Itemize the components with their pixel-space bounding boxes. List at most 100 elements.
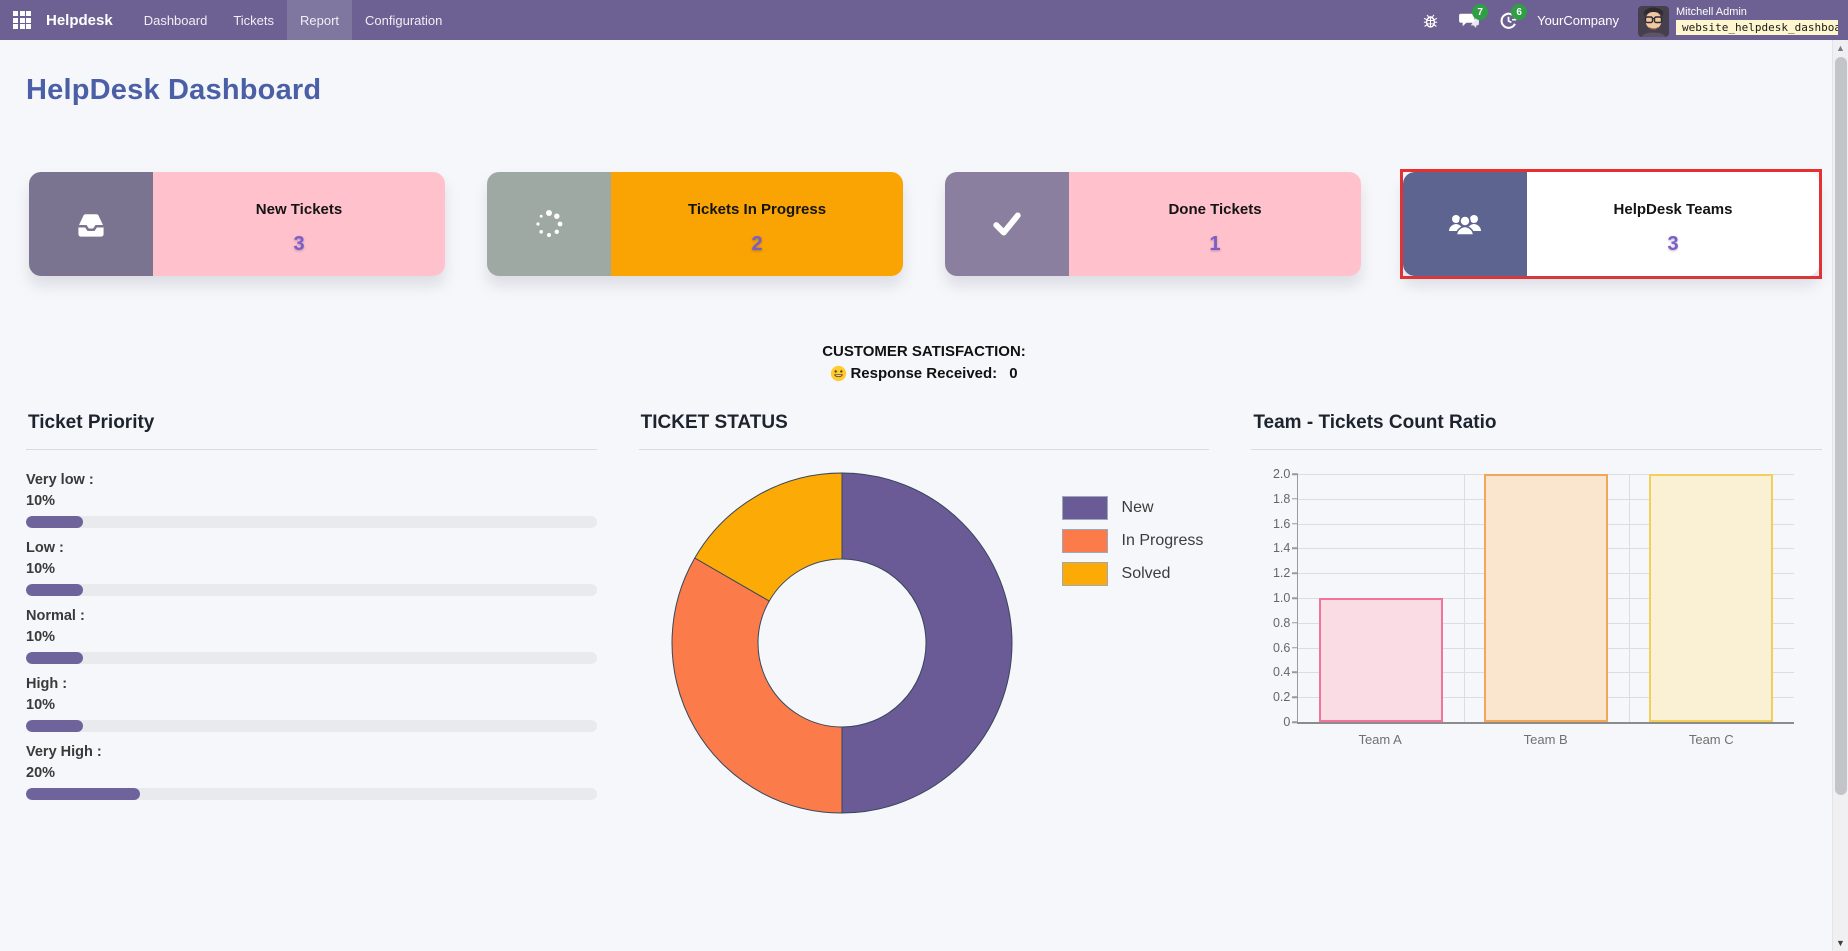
priority-row-very-low: Very low : 10%	[26, 470, 597, 528]
messages-tray-button[interactable]: 7	[1459, 4, 1489, 30]
response-received-value: 0	[1009, 365, 1018, 382]
inbox-icon	[78, 214, 104, 237]
ticket-status-section: TICKET STATUS New In Progress Solved	[638, 412, 1210, 840]
priority-label: Very High :	[26, 744, 102, 760]
activities-tray-button[interactable]: 6	[1498, 4, 1528, 30]
y-axis-tick-label: 1.4	[1272, 541, 1291, 556]
user-menu[interactable]: Mitchell Admin website_helpdesk_dashboa…	[1638, 3, 1838, 37]
priority-percent: 10%	[26, 493, 56, 509]
check-icon	[993, 212, 1021, 236]
scrollbar-up-arrow[interactable]: ▲	[1836, 43, 1845, 53]
progress-fill	[26, 516, 84, 528]
card-helpdesk-teams[interactable]: HelpDesk Teams 3	[1403, 172, 1819, 276]
y-axis-tick-label: 0.4	[1272, 665, 1291, 680]
company-switcher[interactable]: YourCompany	[1537, 12, 1619, 28]
top-navbar: Helpdesk Dashboard Tickets Report Config…	[0, 0, 1848, 40]
x-axis-label: Team A	[1358, 732, 1402, 747]
apps-grid-icon	[13, 11, 31, 29]
y-axis-tick-label: 1.6	[1272, 516, 1291, 531]
card-count: 2	[751, 232, 763, 255]
nav-item-dashboard[interactable]: Dashboard	[143, 12, 208, 28]
y-axis-tick-label: 0.8	[1272, 615, 1291, 630]
team-ratio-section: Team - Tickets Count Ratio 0 0.2 0.4 0.6 0.8…	[1251, 412, 1823, 760]
ticket-status-donut-chart	[671, 472, 1013, 814]
progress-track	[26, 788, 597, 800]
activities-badge: 6	[1511, 4, 1528, 20]
nav-item-report[interactable]: Report	[287, 0, 353, 40]
progress-track	[26, 584, 597, 596]
card-label: HelpDesk Teams	[1613, 200, 1733, 218]
messages-icon	[1459, 13, 1479, 29]
user-name: Mitchell Admin	[1676, 6, 1747, 18]
card-label: New Tickets	[255, 200, 343, 218]
progress-track	[26, 516, 597, 528]
priority-label: Normal :	[26, 608, 85, 624]
y-axis-tick-label: 1.2	[1272, 566, 1291, 581]
y-axis-tick-label: 0.6	[1272, 640, 1291, 655]
avatar	[1638, 6, 1669, 37]
database-name: website_helpdesk_dashboa…	[1682, 21, 1838, 34]
y-axis-tick-label: 0.2	[1272, 690, 1291, 705]
debug-bug-icon[interactable]	[1420, 10, 1440, 30]
priority-label: Low :	[26, 540, 64, 556]
messages-badge: 7	[1472, 4, 1489, 20]
team-ratio-bar-chart: 0 0.2 0.4 0.6 0.8 1.0 1.2 1.4 1.6 1.8 2.0 Team A Te…	[1251, 467, 1822, 760]
priority-percent: 10%	[26, 697, 56, 713]
progress-fill	[26, 720, 84, 732]
priority-row-very-high: Very High : 20%	[26, 742, 597, 800]
legend-label: In Progress	[1121, 532, 1204, 549]
y-axis-tick-label: 1.8	[1272, 491, 1291, 506]
response-received-label: Response Received:	[850, 365, 998, 382]
apps-menu-button[interactable]	[0, 0, 44, 40]
bug-icon	[1423, 14, 1437, 28]
nav-item-configuration[interactable]: Configuration	[365, 12, 443, 28]
card-icon-panel	[1403, 172, 1527, 276]
y-axis-tick-label: 0	[1283, 715, 1291, 729]
progress-fill	[26, 584, 84, 596]
legend-swatch-solved	[1061, 562, 1108, 586]
satisfaction-title: CUSTOMER SATISFACTION:	[822, 343, 1026, 360]
progress-fill	[26, 788, 141, 800]
y-axis-tick-label: 1.0	[1272, 591, 1291, 605]
card-icon-panel	[945, 172, 1069, 276]
legend-item-solved: Solved	[1061, 562, 1204, 586]
priority-row-normal: Normal : 10%	[26, 606, 597, 664]
kpi-cards-row: New Tickets 3	[26, 169, 1822, 279]
y-axis-tick-label: 2.0	[1272, 467, 1291, 481]
card-icon-panel	[487, 172, 611, 276]
scrollbar-thumb[interactable]	[1835, 57, 1847, 795]
card-done-tickets[interactable]: Done Tickets 1	[945, 172, 1361, 276]
card-count: 3	[293, 232, 305, 255]
legend-swatch-new	[1061, 496, 1108, 520]
priority-row-low: Low : 10%	[26, 538, 597, 596]
ticket-priority-section: Ticket Priority Very low : 10% Low : 10%…	[26, 412, 597, 810]
priority-percent: 10%	[26, 561, 56, 577]
card-count: 1	[1209, 232, 1221, 255]
legend-label: Solved	[1121, 565, 1171, 582]
legend-item-new: New	[1061, 496, 1204, 520]
card-icon-panel	[29, 172, 153, 276]
priority-label: High :	[26, 676, 68, 692]
progress-fill	[26, 652, 84, 664]
priority-row-high: High : 10%	[26, 674, 597, 732]
app-name[interactable]: Helpdesk	[46, 11, 113, 29]
priority-percent: 20%	[26, 765, 56, 781]
scrollbar-down-arrow[interactable]: ▼	[1836, 938, 1845, 948]
vertical-scrollbar[interactable]: ▲ ▼	[1832, 40, 1848, 951]
nav-item-tickets[interactable]: Tickets	[233, 12, 275, 28]
team-ratio-title: Team - Tickets Count Ratio	[1253, 412, 1497, 433]
ticket-priority-title: Ticket Priority	[28, 412, 155, 433]
ticket-status-title: TICKET STATUS	[640, 412, 788, 433]
card-new-tickets[interactable]: New Tickets 3	[29, 172, 445, 276]
card-label: Tickets In Progress	[687, 200, 827, 218]
users-icon	[1449, 215, 1481, 236]
bar-team-b	[1484, 474, 1609, 722]
database-tag: website_helpdesk_dashboa…	[1676, 20, 1838, 35]
progress-track	[26, 720, 597, 732]
card-tickets-in-progress[interactable]: Tickets In Progress 2	[487, 172, 903, 276]
legend-swatch-in-progress	[1061, 529, 1108, 553]
legend-item-in-progress: In Progress	[1061, 529, 1204, 553]
bar-team-c	[1649, 474, 1774, 722]
donut-legend: New In Progress Solved	[1061, 496, 1204, 586]
customer-satisfaction-block: CUSTOMER SATISFACTION: Response Received…	[26, 343, 1822, 382]
